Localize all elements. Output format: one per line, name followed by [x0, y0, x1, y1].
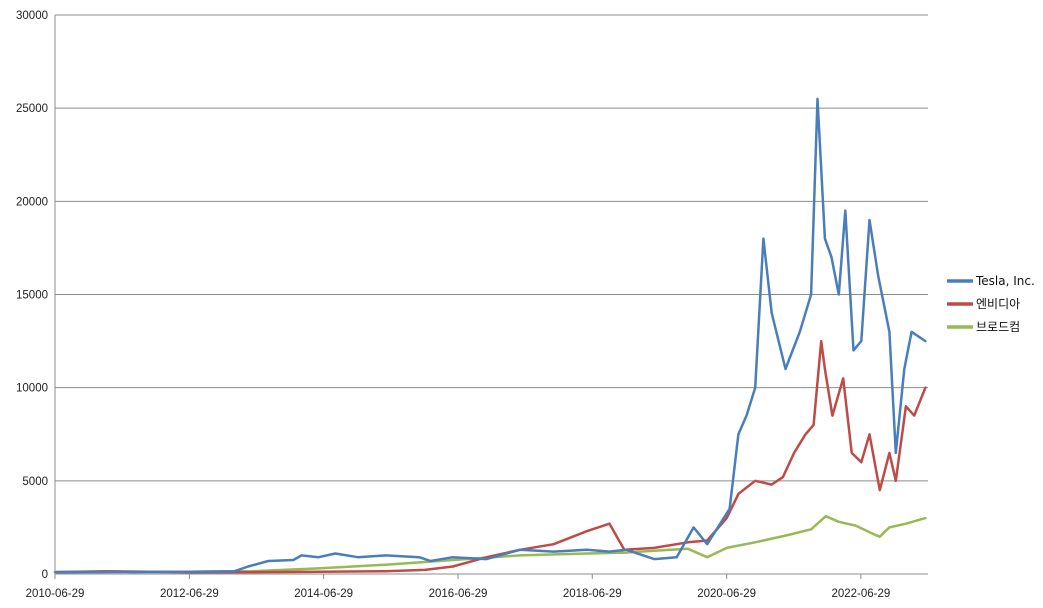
x-tick-label: 2016-06-29 [429, 588, 488, 600]
y-tick-label: 30000 [16, 10, 48, 22]
x-tick-label: 2012-06-29 [160, 588, 219, 600]
x-tick-label: 2010-06-29 [26, 588, 85, 600]
x-tick-label: 2020-06-29 [697, 588, 756, 600]
y-axis-tick-labels: 0 5000 10000 15000 20000 25000 30000 [16, 10, 48, 581]
y-tick-label: 25000 [16, 103, 48, 115]
axes [54, 15, 928, 579]
legend-label: Tesla, Inc. [975, 274, 1035, 288]
legend-label: 브로드컴 [976, 320, 1020, 334]
series-line-1 [53, 339, 927, 574]
x-tick-label: 2014-06-29 [294, 588, 353, 600]
y-tick-label: 15000 [16, 290, 48, 302]
y-tick-label: 20000 [16, 196, 48, 208]
series-line-0 [53, 97, 927, 574]
y-tick-label: 10000 [16, 383, 48, 395]
x-tick-label: 2018-06-29 [563, 588, 622, 600]
x-axis-tick-labels: 2010-06-29 2012-06-29 2014-06-29 2016-06-29… [26, 588, 891, 600]
legend-label: 엔비디아 [976, 297, 1020, 311]
series-line-2 [53, 514, 927, 574]
y-tick-label: 0 [42, 569, 48, 581]
y-tick-label: 5000 [22, 476, 48, 488]
grid-lines [55, 14, 928, 482]
series-lines [53, 97, 927, 574]
x-tick-label: 2022-06-29 [831, 588, 890, 600]
